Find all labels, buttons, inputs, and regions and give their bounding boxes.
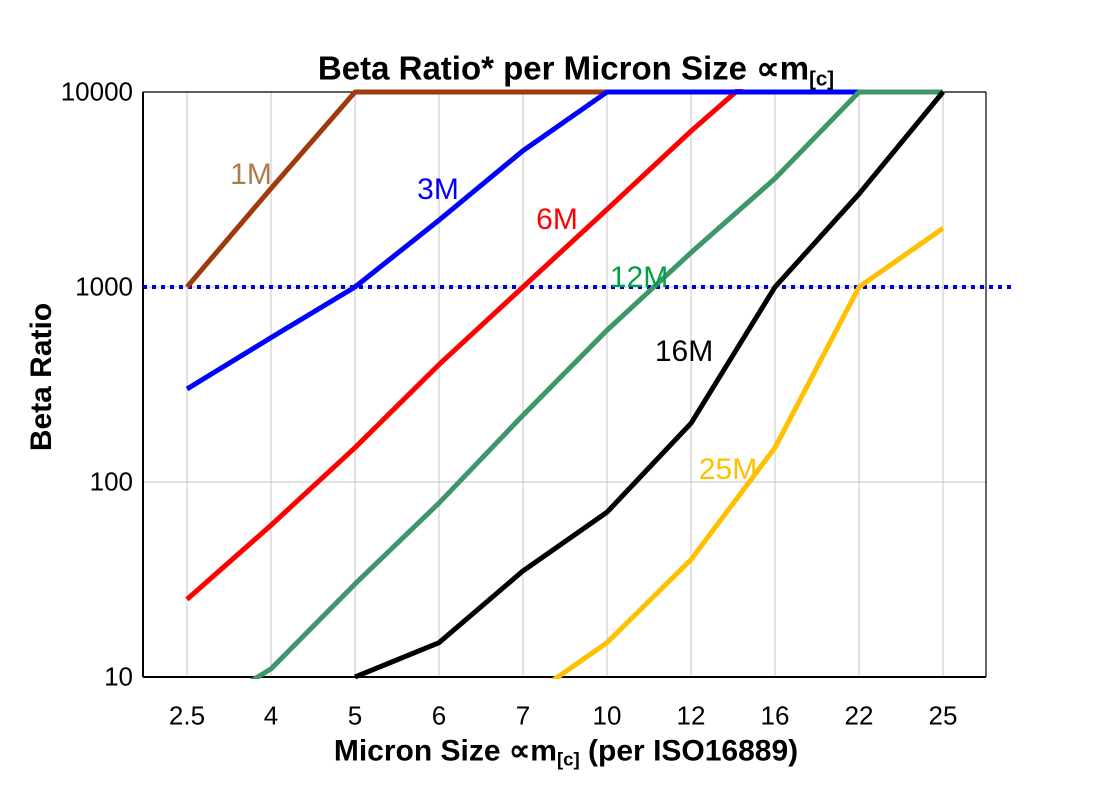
chart-title-subscript: [c] (809, 67, 835, 91)
y-axis-title: Beta Ratio (25, 302, 58, 452)
x-axis-title: Micron Size ∝m[c] (per ISO16889) (334, 733, 798, 770)
x-tick-label-2.5: 2.5 (168, 700, 206, 731)
x-tick-label-7: 7 (515, 700, 531, 731)
chart-title-text: Beta Ratio* per Micron Size ∝m (317, 49, 810, 87)
y-tick-label-10: 10 (104, 661, 133, 692)
series-label-16m: 16M (654, 335, 714, 368)
x-tick-label-6: 6 (431, 700, 447, 731)
series-line-6m (185, 89, 743, 602)
x-axis-title-suffix: (per ISO16889) (579, 734, 799, 768)
series-label-25m: 25M (698, 453, 758, 486)
series-label-6m: 6M (536, 203, 578, 236)
series-line-16m (354, 90, 945, 679)
y-tick-label-10000: 10000 (60, 76, 133, 107)
series-line-3m (185, 89, 943, 392)
x-tick-label-4: 4 (263, 700, 279, 731)
series-line-12m (249, 89, 943, 679)
series-label-12m: 12M (609, 261, 669, 294)
x-axis-title-subscript: [c] (556, 748, 580, 770)
x-tick-label-22: 22 (844, 700, 874, 731)
series-label-3m: 3M (417, 173, 459, 206)
x-tick-label-5: 5 (347, 700, 363, 731)
series-line-25m (550, 226, 945, 679)
x-tick-label-10: 10 (592, 700, 622, 731)
x-axis-title-text: Micron Size ∝m (333, 734, 557, 768)
x-tick-label-25: 25 (928, 700, 958, 731)
x-tick-label-12: 12 (676, 700, 706, 731)
y-tick-label-100: 100 (89, 466, 133, 497)
y-tick-label-1000: 1000 (75, 271, 133, 302)
chart-title: Beta Ratio* per Micron Size ∝m[c] (318, 49, 834, 92)
x-tick-label-16: 16 (760, 700, 790, 731)
series-label-1m: 1M (230, 158, 272, 191)
